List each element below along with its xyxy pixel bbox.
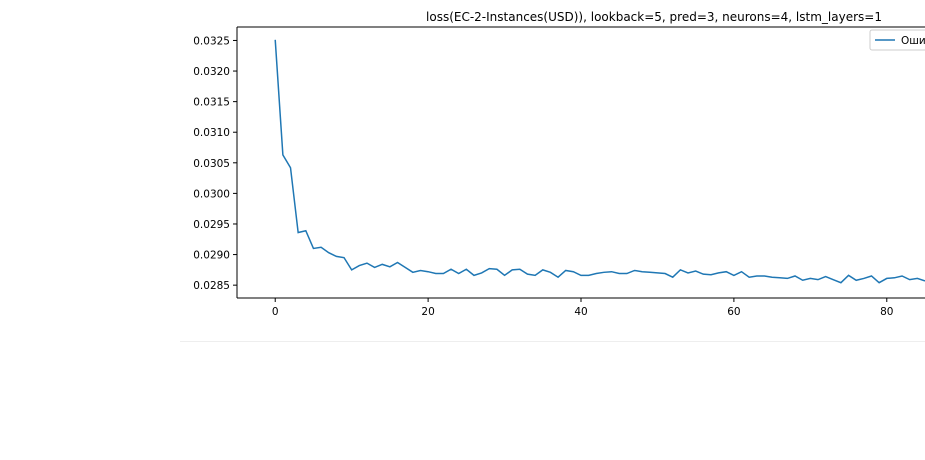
y-tick-label: 0.0295 <box>193 219 230 231</box>
series-layer <box>274 39 925 284</box>
divider <box>180 341 925 342</box>
x-tick-label: 60 <box>727 306 740 318</box>
y-tick-label: 0.0305 <box>193 158 230 170</box>
x-tick-label: 0 <box>272 306 279 318</box>
x-tick-label: 40 <box>574 306 587 318</box>
x-axis: 0 20 40 60 80 <box>272 298 893 318</box>
chart-title: loss(EC-2-Instances(USD)), lookback=5, p… <box>426 10 882 24</box>
y-tick-label: 0.0290 <box>193 250 230 262</box>
y-tick-label: 0.0325 <box>193 35 230 47</box>
y-axis: 0.0285 0.0290 0.0295 0.0300 0.0305 0.0310 0.03… <box>193 35 237 292</box>
legend-box <box>869 29 925 51</box>
series-line <box>274 39 925 284</box>
x-tick-label: 20 <box>421 306 434 318</box>
y-tick-label: 0.0285 <box>193 280 230 292</box>
y-tick-label: 0.0310 <box>193 127 230 139</box>
x-tick-label: 80 <box>880 306 893 318</box>
y-tick-label: 0.0315 <box>193 97 230 109</box>
y-tick-label: 0.0320 <box>193 66 230 78</box>
legend: Оши <box>869 29 925 51</box>
y-tick-label: 0.0300 <box>193 188 230 200</box>
legend-label: Оши <box>901 35 925 47</box>
